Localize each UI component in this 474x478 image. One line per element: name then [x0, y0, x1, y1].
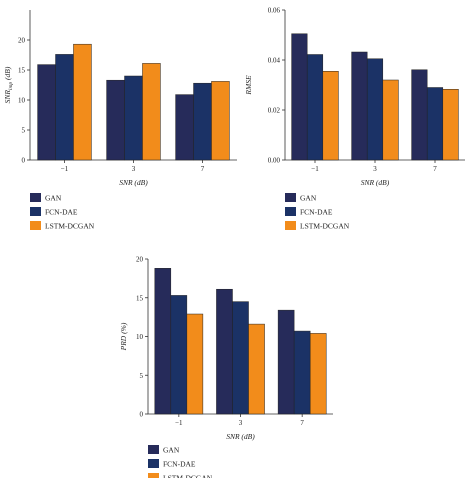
legend-label-lstm-dcgan: LSTM-DCGAN [300, 222, 350, 231]
y-tick-label: 10 [18, 97, 26, 105]
y-tick-label: 10 [136, 333, 144, 341]
bar-fcn-dae-3 [426, 87, 444, 161]
y-tick-label: 0 [140, 411, 144, 419]
y-axis-title: PRD (%) [119, 322, 128, 351]
chart-3-legend: GAN FCN-DAE LSTM-DCGAN [148, 445, 213, 478]
chart-1-legend: GAN FCN-DAE LSTM-DCGAN [30, 193, 95, 231]
bar-fcn-dae-1 [170, 295, 188, 415]
bar-lstm-dcgan-2 [142, 63, 161, 161]
y-tick-label: 5 [22, 127, 26, 135]
y-axis-title-unit: (dB) [3, 66, 12, 82]
y-tick-label: 0.02 [268, 107, 281, 115]
bar-gan-2 [216, 288, 233, 415]
bar-lstm-dcgan-3 [442, 89, 459, 161]
bar-gan-1 [37, 64, 56, 161]
legend-label-gan: GAN [300, 194, 317, 203]
x-tick-label: 7 [300, 419, 304, 427]
bar-gan-2 [351, 51, 368, 161]
chart-3: 0 5 10 15 20 −1 3 7 SNR (dB) PRD (%) GAN FCN-DAE LST… [119, 256, 333, 478]
x-tick-label: 3 [239, 419, 243, 427]
bar-gan-1 [291, 33, 308, 161]
bar-fcn-dae-3 [293, 330, 311, 415]
x-tick-label: −1 [175, 419, 183, 427]
y-axis-title-subscript: imp [8, 82, 14, 91]
chart-2-legend: GAN FCN-DAE LSTM-DCGAN [285, 193, 350, 231]
y-tick-label: 0.00 [268, 157, 281, 165]
legend-swatch-gan [30, 193, 41, 202]
x-axis-title: SNR (dB) [119, 178, 148, 187]
legend-swatch-fcn-dae [148, 459, 159, 468]
y-tick-label: 0 [22, 157, 26, 165]
bar-fcn-dae-2 [124, 75, 143, 161]
y-tick-label: 20 [18, 37, 26, 45]
legend-swatch-lstm-dcgan [148, 473, 159, 478]
legend-label-fcn-dae: FCN-DAE [45, 208, 78, 217]
legend-label-gan: GAN [163, 446, 180, 455]
legend-swatch-lstm-dcgan [30, 221, 41, 230]
bar-lstm-dcgan-1 [186, 313, 204, 415]
y-tick-label: 15 [136, 294, 144, 302]
legend-label-lstm-dcgan: LSTM-DCGAN [163, 474, 213, 478]
bar-lstm-dcgan-2 [382, 79, 399, 161]
bar-lstm-dcgan-3 [309, 333, 327, 415]
y-tick-label: 5 [140, 372, 144, 380]
legend-swatch-lstm-dcgan [285, 221, 296, 230]
x-tick-label: 7 [433, 165, 437, 173]
bar-lstm-dcgan-2 [248, 323, 265, 415]
y-axis-title-base: SNR [3, 90, 12, 104]
y-tick-label: 20 [136, 256, 144, 264]
x-axis-title: SNR (dB) [226, 432, 255, 441]
x-tick-label: 7 [201, 165, 205, 173]
bar-gan-3 [175, 94, 194, 161]
x-tick-label: 3 [132, 165, 136, 173]
chart-2: 0.00 0.02 0.04 0.06 −1 3 7 SNR (dB) RMSE GAN FCN-D… [244, 7, 465, 231]
y-tick-label: 0.04 [268, 57, 281, 65]
legend-swatch-gan [285, 193, 296, 202]
x-tick-label: −1 [311, 165, 319, 173]
bar-fcn-dae-2 [232, 301, 249, 415]
x-tick-label: 3 [373, 165, 377, 173]
x-axis-title: SNR (dB) [361, 178, 390, 187]
bar-fcn-dae-1 [306, 54, 324, 161]
y-tick-label: 0.06 [268, 7, 281, 15]
bar-gan-1 [154, 268, 172, 415]
bar-gan-3 [411, 69, 428, 161]
bar-fcn-dae-2 [366, 58, 384, 161]
y-tick-label: 15 [18, 67, 26, 75]
legend-swatch-gan [148, 445, 159, 454]
x-tick-label: −1 [61, 165, 69, 173]
bar-gan-2 [106, 79, 125, 161]
legend-label-fcn-dae: FCN-DAE [300, 208, 333, 217]
y-axis-title: RMSE [244, 75, 253, 96]
legend-label-lstm-dcgan: LSTM-DCGAN [45, 222, 95, 231]
legend-swatch-fcn-dae [285, 207, 296, 216]
legend-label-fcn-dae: FCN-DAE [163, 460, 196, 469]
legend-swatch-fcn-dae [30, 207, 41, 216]
bar-fcn-dae-3 [193, 82, 212, 161]
bar-gan-3 [277, 309, 295, 415]
y-axis-title: SNRimp (dB) [3, 66, 14, 103]
legend-label-gan: GAN [45, 194, 62, 203]
bar-lstm-dcgan-1 [73, 43, 92, 161]
bar-lstm-dcgan-3 [211, 81, 230, 161]
bar-lstm-dcgan-1 [322, 71, 339, 161]
bar-fcn-dae-1 [55, 54, 74, 161]
